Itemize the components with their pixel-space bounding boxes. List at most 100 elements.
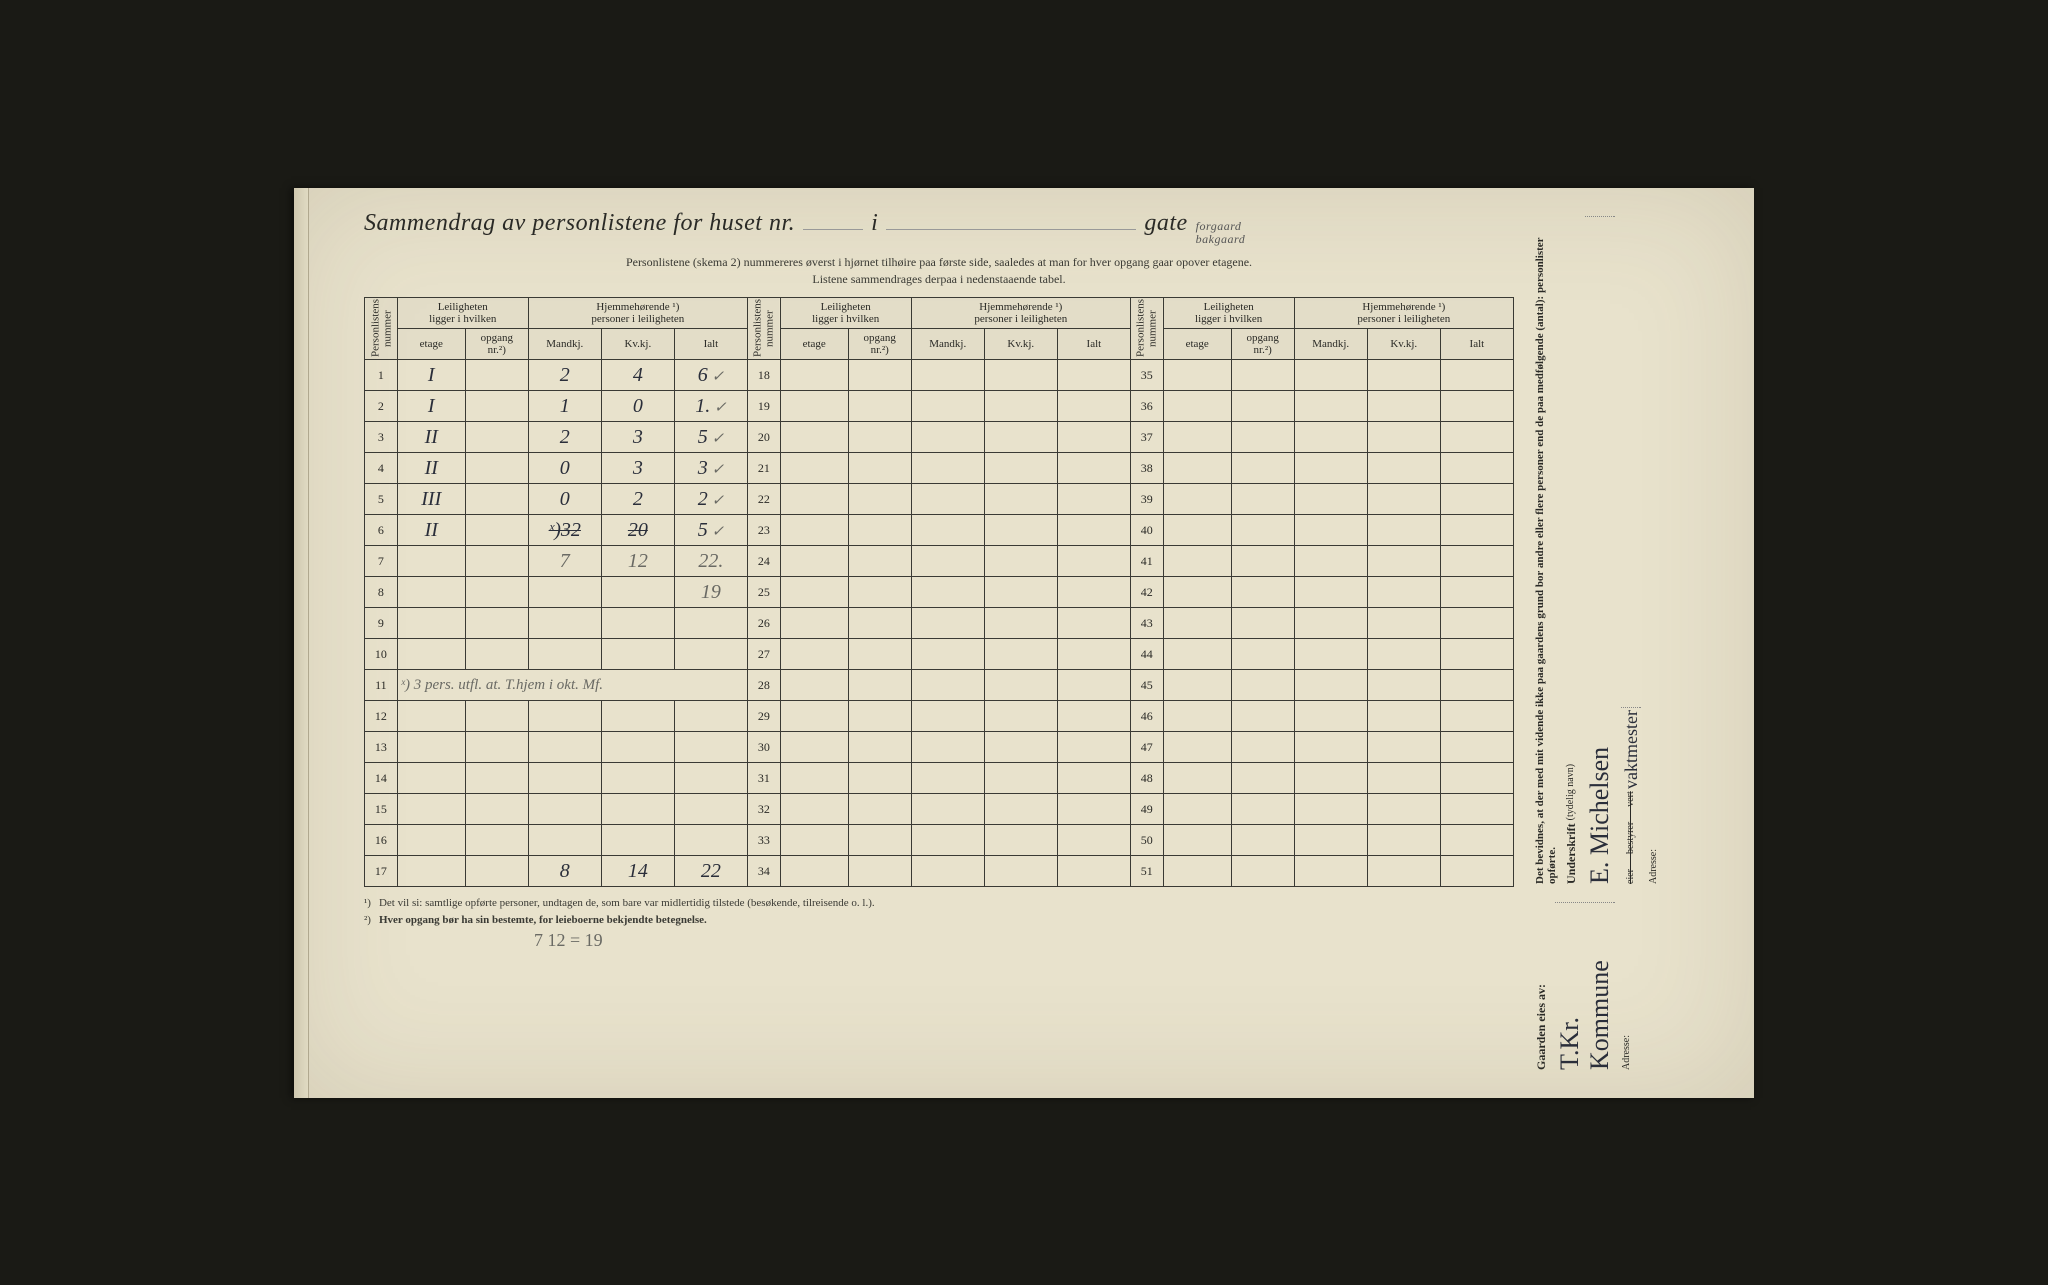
cell-etage — [397, 608, 465, 639]
cell-rownum: 11 — [365, 670, 398, 701]
cell-opgang — [1231, 856, 1294, 887]
hdr-leil-1: Leilighetenligger i hvilken — [397, 298, 528, 329]
table-row: 5III022 ✓2239 — [365, 484, 1514, 515]
cell-opgang — [848, 391, 911, 422]
cell-kv — [1367, 763, 1440, 794]
cell-kv — [984, 360, 1057, 391]
cell-ialt — [1057, 577, 1130, 608]
attest-block: Det bevidnes, at der med mit vidende ikk… — [1534, 216, 1714, 884]
cell-kv — [984, 701, 1057, 732]
cell-ialt — [1440, 484, 1513, 515]
cell-kv — [984, 391, 1057, 422]
cell-mand — [528, 794, 601, 825]
cell-mand — [1294, 391, 1367, 422]
cell-ialt — [1057, 701, 1130, 732]
cell-etage — [1163, 546, 1231, 577]
cell-etage: I — [397, 391, 465, 422]
cell-mand — [1294, 608, 1367, 639]
cell-rownum: 6 — [365, 515, 398, 546]
hdr-mand-3: Mandkj. — [1294, 329, 1367, 360]
cell-kv — [1367, 546, 1440, 577]
cell-ialt — [674, 825, 747, 856]
cell-kv — [984, 763, 1057, 794]
title-gate: gate — [1144, 210, 1187, 237]
title-main: Sammendrag av personlistene for huset nr… — [364, 210, 795, 237]
cell-rownum: 30 — [747, 732, 780, 763]
cell-ialt — [674, 763, 747, 794]
cell-ialt — [1057, 639, 1130, 670]
cell-mand — [1294, 701, 1367, 732]
census-form-paper: Sammendrag av personlistene for huset nr… — [294, 188, 1754, 1098]
cell-ialt — [1057, 856, 1130, 887]
cell-etage — [397, 856, 465, 887]
title-blank-street — [886, 206, 1136, 230]
cell-etage — [780, 732, 848, 763]
cell-etage — [397, 577, 465, 608]
cell-opgang — [1231, 515, 1294, 546]
cell-opgang — [1231, 701, 1294, 732]
cell-rownum: 41 — [1130, 546, 1163, 577]
cell-mand: 0 — [528, 453, 601, 484]
cell-kv — [601, 639, 674, 670]
cell-mand — [911, 422, 984, 453]
cell-mand — [1294, 484, 1367, 515]
table-body: 1I246 ✓18352I101. ✓19363II235 ✓20374II03… — [365, 360, 1514, 887]
gate-note: forgaard bakgaard — [1196, 220, 1246, 246]
cell-kv — [984, 639, 1057, 670]
hdr-ialt-3: Ialt — [1440, 329, 1513, 360]
cell-opgang — [1231, 825, 1294, 856]
cell-kv — [984, 515, 1057, 546]
adresse-label-2: Adresse: — [1648, 216, 1659, 884]
cell-rownum: 13 — [365, 732, 398, 763]
cell-mand — [1294, 515, 1367, 546]
hdr-opgang-1: opgangnr.²) — [465, 329, 528, 360]
cell-ialt: 6 ✓ — [674, 360, 747, 391]
cell-etage — [1163, 608, 1231, 639]
cell-opgang — [465, 577, 528, 608]
cell-etage — [780, 856, 848, 887]
cell-mand — [911, 577, 984, 608]
cell-ialt — [1057, 360, 1130, 391]
cell-opgang — [1231, 577, 1294, 608]
underskrift-label: Underskrift (tydelig navn) — [1564, 216, 1579, 884]
cell-rownum: 47 — [1130, 732, 1163, 763]
cell-ialt: 3 ✓ — [674, 453, 747, 484]
cell-ialt — [1440, 422, 1513, 453]
cell-kv — [984, 608, 1057, 639]
cell-opgang — [465, 360, 528, 391]
cell-rownum: 37 — [1130, 422, 1163, 453]
cell-mand — [911, 484, 984, 515]
cell-etage — [780, 515, 848, 546]
table-row: 4II033 ✓2138 — [365, 453, 1514, 484]
cell-kv — [984, 546, 1057, 577]
cell-kv — [984, 856, 1057, 887]
cell-etage — [780, 608, 848, 639]
cell-etage — [780, 391, 848, 422]
hdr-ialt-1: Ialt — [674, 329, 747, 360]
cell-etage — [1163, 639, 1231, 670]
cell-mand — [1294, 453, 1367, 484]
cell-opgang — [1231, 453, 1294, 484]
cell-kv — [984, 453, 1057, 484]
cell-opgang — [1231, 608, 1294, 639]
cell-ialt — [1057, 670, 1130, 701]
table-row: 771222.2441 — [365, 546, 1514, 577]
cell-rownum: 32 — [747, 794, 780, 825]
table-row: 8192542 — [365, 577, 1514, 608]
cell-ialt — [1440, 639, 1513, 670]
cell-mand — [1294, 422, 1367, 453]
cell-opgang — [1231, 391, 1294, 422]
cell-ialt: 22 — [674, 856, 747, 887]
cell-kv — [1367, 484, 1440, 515]
hdr-kv-1: Kv.kj. — [601, 329, 674, 360]
cell-opgang — [848, 608, 911, 639]
cell-etage — [780, 639, 848, 670]
cell-rownum: 3 — [365, 422, 398, 453]
cell-kv — [984, 825, 1057, 856]
cell-etage — [1163, 670, 1231, 701]
cell-opgang — [848, 515, 911, 546]
cell-opgang — [848, 422, 911, 453]
cell-etage — [1163, 794, 1231, 825]
cell-kv — [1367, 422, 1440, 453]
cell-opgang — [848, 360, 911, 391]
